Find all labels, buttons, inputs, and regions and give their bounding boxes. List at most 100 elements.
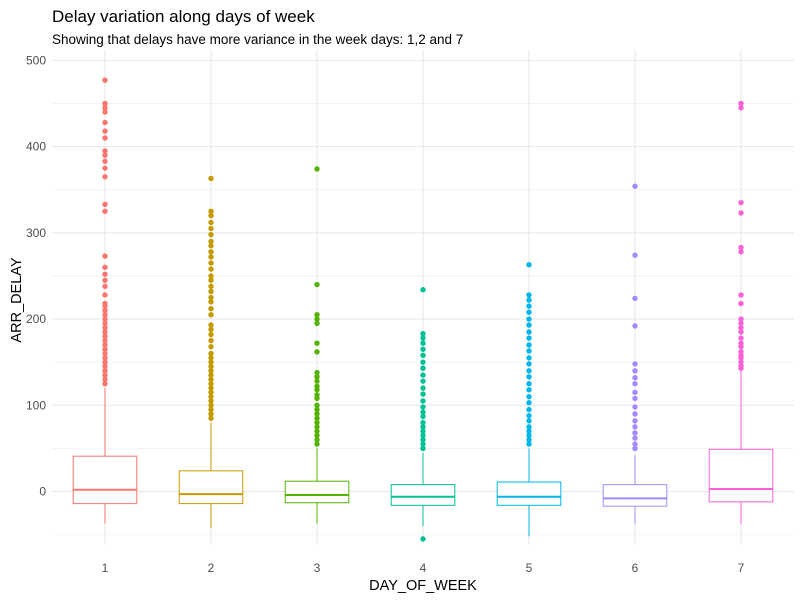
outlier-point	[314, 424, 320, 430]
outlier-point	[102, 307, 108, 314]
outlier-point	[738, 100, 744, 107]
y-tick-label: 0	[39, 485, 46, 499]
outlier-point	[420, 413, 426, 420]
outlier-point	[526, 309, 532, 315]
outlier-point	[208, 406, 214, 413]
outlier-point	[526, 412, 532, 419]
outlier-point	[526, 342, 532, 348]
outlier-point	[208, 326, 214, 333]
outlier-point	[208, 385, 214, 391]
outlier-point	[102, 208, 108, 214]
outlier-point	[102, 148, 108, 154]
box-group-day-7	[708, 100, 774, 525]
outlier-point	[102, 77, 108, 83]
outlier-point	[102, 128, 108, 134]
y-axis-title: ARR_DELAY	[9, 257, 25, 342]
outlier-point	[738, 329, 744, 335]
outlier-point	[102, 324, 108, 331]
x-tick-label: 2	[208, 561, 215, 575]
outlier-point	[102, 372, 108, 378]
outlier-point	[420, 391, 426, 397]
outlier-point	[526, 437, 532, 443]
outlier-point	[526, 355, 532, 361]
outlier-point	[738, 335, 744, 341]
outlier-point	[420, 365, 426, 371]
outlier-point	[314, 281, 320, 288]
outlier-point	[208, 208, 214, 214]
outlier-point	[102, 316, 108, 322]
x-tick-label: 1	[102, 561, 109, 575]
outlier-point	[314, 395, 320, 402]
outlier-point	[632, 361, 638, 367]
outlier-point	[208, 254, 214, 260]
box	[72, 455, 138, 505]
outlier-point	[208, 283, 214, 289]
box	[496, 481, 562, 506]
outlier-point	[632, 381, 638, 387]
box	[390, 484, 456, 506]
outlier-point	[526, 329, 532, 335]
outlier-point	[314, 406, 320, 413]
outlier-point	[314, 369, 320, 376]
outlier-point	[208, 359, 214, 365]
x-tick-label: 5	[526, 561, 533, 575]
outlier-point	[102, 381, 108, 387]
outlier-point	[420, 335, 426, 341]
outlier-point	[208, 212, 214, 219]
outlier-point	[314, 340, 320, 346]
outlier-point	[526, 322, 532, 328]
outlier-point	[208, 312, 214, 318]
outlier-point	[738, 343, 744, 350]
box-series	[72, 77, 774, 542]
outlier-point	[738, 210, 744, 216]
outlier-point	[102, 355, 108, 361]
outlier-point	[102, 312, 108, 318]
outlier-point	[738, 355, 744, 361]
outlier-point	[102, 174, 108, 180]
outlier-point	[208, 273, 214, 279]
outlier-point	[526, 428, 532, 434]
outlier-point	[102, 277, 108, 283]
outlier-point	[526, 316, 532, 322]
outlier-point	[208, 343, 214, 350]
outlier-point	[208, 219, 214, 226]
outlier-point	[632, 368, 638, 374]
box	[708, 448, 774, 503]
outlier-point	[314, 166, 320, 172]
outlier-point	[102, 165, 108, 171]
outlier-point	[208, 331, 214, 338]
y-tick-label: 400	[26, 140, 46, 154]
outlier-point	[102, 158, 108, 164]
box	[602, 484, 668, 507]
outlier-point	[102, 376, 108, 383]
outlier-point	[632, 441, 638, 447]
x-tick-label: 7	[738, 561, 745, 575]
box-group-day-3	[284, 166, 350, 524]
outlier-point	[632, 424, 638, 430]
outlier-point	[420, 340, 426, 346]
chart-title: Delay variation along days of week	[52, 7, 315, 26]
outlier-point	[420, 424, 426, 430]
x-tick-label: 4	[420, 561, 427, 575]
outlier-point	[314, 312, 320, 318]
outlier-point	[738, 316, 744, 322]
outlier-point	[102, 346, 108, 352]
outlier-point	[738, 105, 744, 111]
outlier-point	[420, 404, 426, 410]
outlier-point	[208, 337, 214, 344]
outlier-point	[102, 303, 108, 309]
outlier-point	[420, 378, 426, 384]
outlier-point	[314, 378, 320, 384]
outlier-point	[632, 430, 638, 436]
outlier-point	[314, 316, 320, 322]
outlier-point	[738, 199, 744, 206]
outlier-point	[208, 238, 214, 245]
outlier-point	[102, 152, 108, 158]
outlier-point	[208, 368, 214, 374]
outlier-point	[208, 249, 214, 255]
outlier-point	[632, 252, 638, 258]
outlier-point	[420, 346, 426, 352]
outlier-point	[420, 409, 426, 415]
outlier-point	[314, 387, 320, 393]
box-group-day-4	[390, 287, 456, 542]
